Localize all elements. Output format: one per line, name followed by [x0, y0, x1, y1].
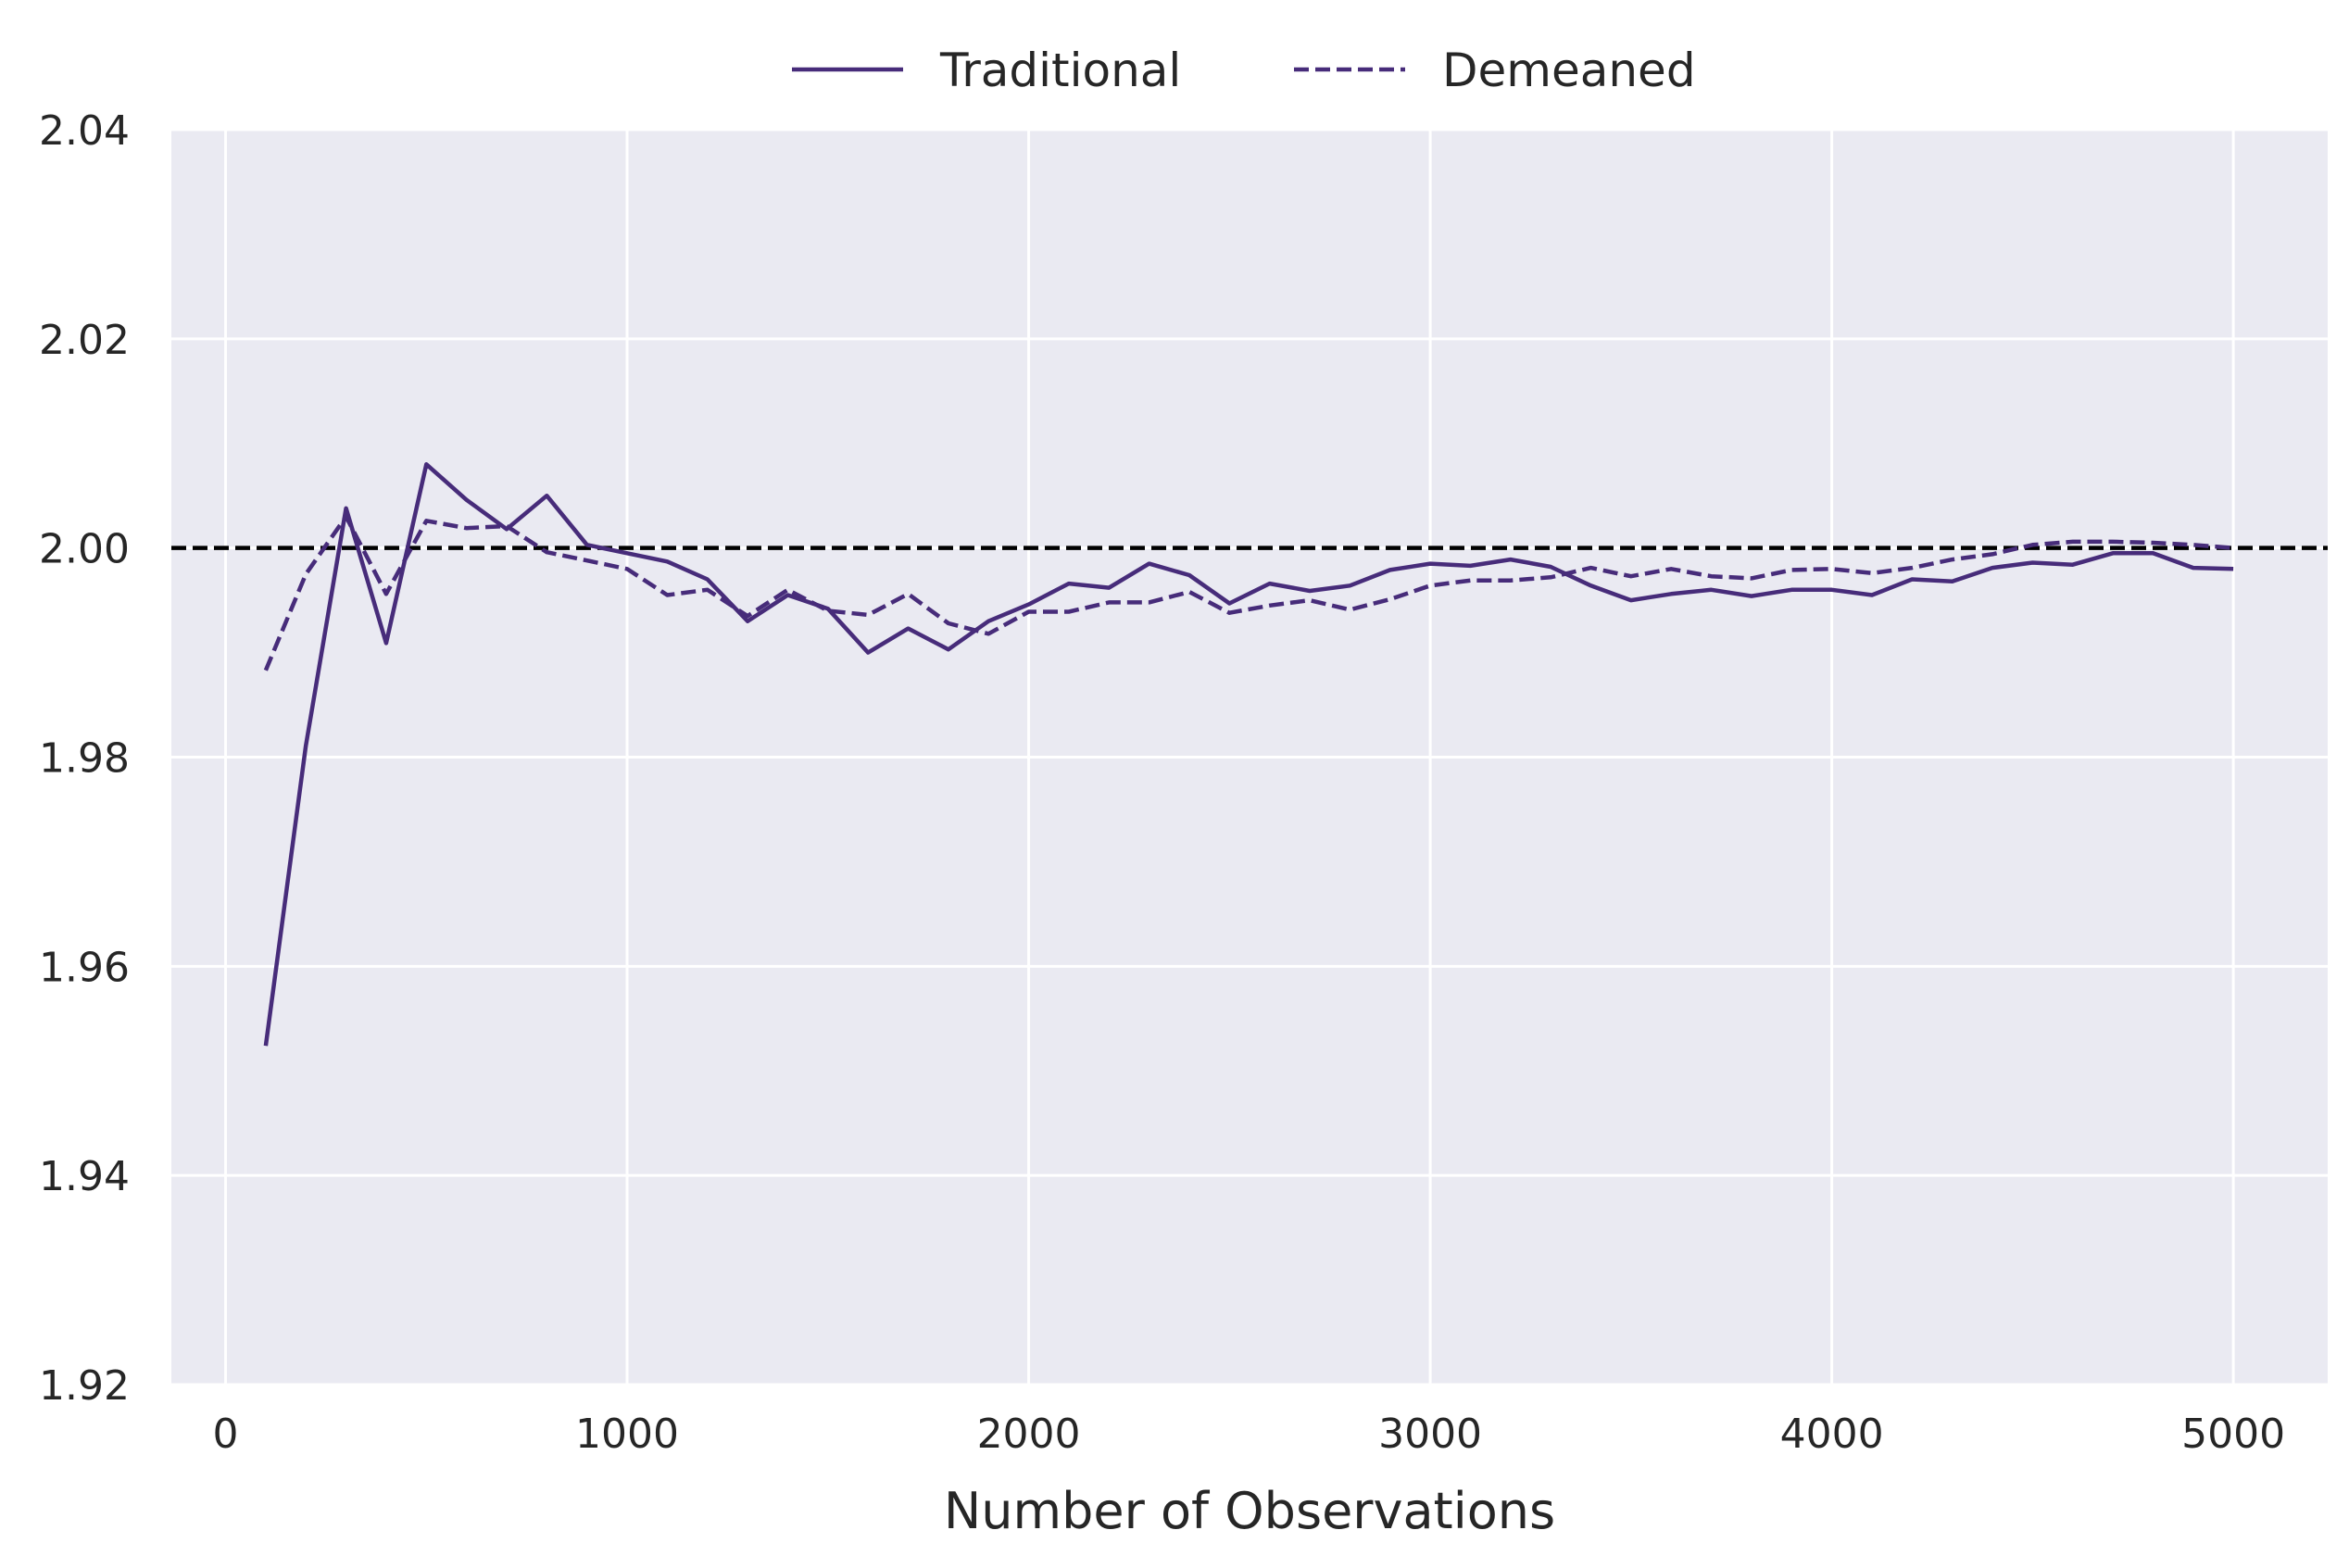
x-tick-label: 2000 — [977, 1411, 1081, 1458]
legend: Traditional Demeaned — [792, 44, 1696, 97]
x-tick-label: 0 — [213, 1411, 239, 1458]
series-group — [263, 462, 2234, 1047]
x-tick-label: 1000 — [575, 1411, 679, 1458]
y-tick-label: 1.92 — [39, 1362, 130, 1410]
y-tick-label: 2.02 — [39, 317, 130, 364]
series-line-demeaned — [263, 514, 2234, 671]
x-tick-label: 3000 — [1378, 1411, 1482, 1458]
y-tick-label: 1.94 — [39, 1153, 130, 1200]
x-tick-labels: 0 1000 2000 3000 4000 5000 — [213, 1411, 2286, 1458]
y-tick-label: 2.00 — [39, 526, 130, 573]
x-tick-label: 5000 — [2181, 1411, 2285, 1458]
y-tick-label: 2.04 — [39, 107, 130, 155]
y-tick-labels: 1.92 1.94 1.96 1.98 2.00 2.02 2.04 — [39, 107, 130, 1410]
series-line-traditional — [263, 462, 2234, 1047]
legend-label-demeaned: Demeaned — [1442, 44, 1696, 97]
legend-label-traditional: Traditional — [939, 44, 1181, 97]
y-tick-label: 1.96 — [39, 944, 130, 991]
x-axis-label: Number of Observations — [944, 1482, 1555, 1540]
y-tick-label: 1.98 — [39, 735, 130, 783]
x-tick-label: 4000 — [1780, 1411, 1884, 1458]
